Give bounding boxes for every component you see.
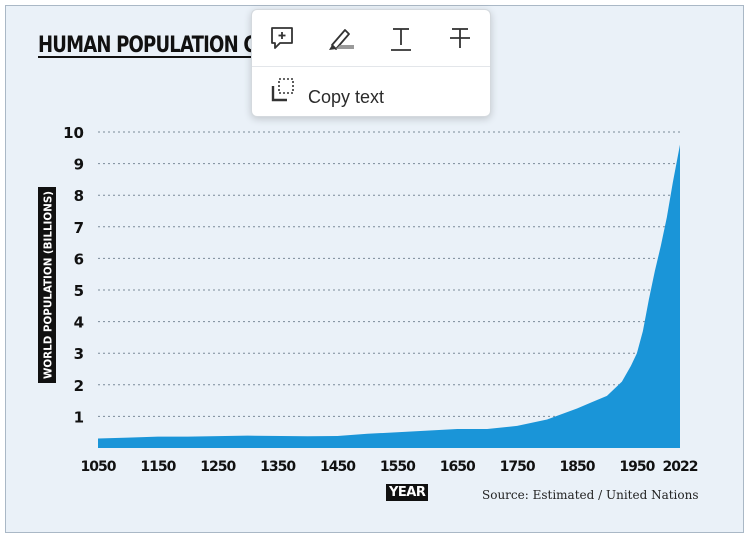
- y-tick-label-7: 7: [74, 219, 84, 237]
- x-tick-label-1250: 1250: [200, 459, 236, 475]
- y-tick-label-4: 4: [74, 314, 84, 332]
- x-tick-label-1850: 1850: [560, 459, 596, 475]
- strikethrough-button[interactable]: [445, 24, 475, 54]
- x-tick-label-1450: 1450: [320, 459, 356, 475]
- y-tick-label-1: 1: [74, 408, 84, 426]
- x-axis-label: YEAR: [386, 484, 429, 501]
- y-axis-label-group: WORLD POPULATION (BILLIONS): [38, 187, 56, 383]
- y-tick-label-5: 5: [74, 282, 84, 300]
- y-tick-label-2: 2: [74, 377, 84, 395]
- x-tick-label-1650: 1650: [440, 459, 476, 475]
- x-tick-label-1150: 1150: [140, 459, 176, 475]
- copy-text-menu-item[interactable]: Copy text: [252, 67, 490, 117]
- annotation-toolbar: [252, 10, 490, 67]
- y-tick-label-9: 9: [74, 156, 84, 174]
- source-note: Source: Estimated / United Nations: [482, 488, 699, 502]
- highlight-button[interactable]: [326, 24, 356, 54]
- copy-text-label: Copy text: [308, 87, 385, 107]
- y-axis-label: WORLD POPULATION (BILLIONS): [42, 191, 55, 379]
- highlighter-icon: [329, 29, 354, 50]
- copy-text-icon: [271, 78, 294, 102]
- y-axis-label-background: [38, 187, 56, 383]
- y-tick-label-10: 10: [63, 124, 84, 142]
- x-tick-label-1350: 1350: [260, 459, 296, 475]
- x-tick-label-1950: 1950: [619, 459, 655, 475]
- add-comment-button[interactable]: [267, 24, 297, 54]
- text-selection-popup: Copy text: [251, 9, 491, 117]
- y-tick-label-8: 8: [74, 187, 84, 205]
- x-tick-label-1550: 1550: [380, 459, 416, 475]
- x-tick-label-1050: 1050: [81, 459, 117, 475]
- underline-button[interactable]: [386, 24, 416, 54]
- y-tick-label-6: 6: [74, 250, 84, 268]
- chart-title: HUMAN POPULATION GR: [38, 33, 271, 58]
- text-underline-icon: [391, 28, 411, 51]
- comment-plus-icon: [271, 27, 293, 49]
- x-tick-label-2022: 2022: [663, 459, 698, 475]
- text-strikethrough-icon: [450, 28, 470, 48]
- population-area: [98, 144, 680, 448]
- x-tick-label-1750: 1750: [500, 459, 536, 475]
- y-tick-label-3: 3: [74, 345, 84, 363]
